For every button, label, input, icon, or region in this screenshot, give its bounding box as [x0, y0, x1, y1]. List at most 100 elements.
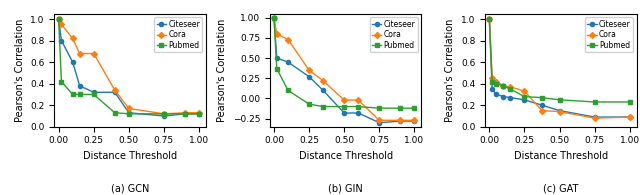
Cora [319, 80, 327, 82]
Pubmed [591, 101, 598, 103]
Pubmed [319, 105, 327, 108]
Cora [556, 111, 563, 113]
Cora [538, 109, 546, 112]
Pubmed [90, 93, 97, 96]
Cora [195, 112, 203, 114]
Pubmed [355, 105, 362, 108]
Citeseer [111, 91, 118, 93]
Pubmed [55, 18, 63, 20]
Citeseer [397, 120, 404, 122]
Cora [273, 33, 280, 35]
Citeseer [411, 120, 419, 122]
Citeseer [273, 57, 280, 59]
Pubmed [626, 101, 634, 103]
Citeseer [69, 61, 77, 63]
Legend: Citeseer, Cora, Pubmed: Citeseer, Cora, Pubmed [370, 18, 418, 52]
Pubmed [340, 105, 348, 108]
Citeseer [556, 109, 563, 112]
Cora [355, 99, 362, 101]
Pubmed [376, 107, 383, 109]
Line: Pubmed: Pubmed [487, 17, 632, 104]
Citeseer [507, 97, 515, 99]
Pubmed [556, 99, 563, 101]
Cora [488, 77, 496, 79]
Citeseer [520, 99, 528, 101]
Citeseer [340, 112, 348, 114]
Citeseer [355, 112, 362, 114]
Line: Cora: Cora [272, 16, 417, 122]
Cora [507, 86, 515, 88]
Line: Pubmed: Pubmed [56, 17, 201, 116]
X-axis label: Distance Threshold: Distance Threshold [298, 151, 393, 161]
Cora [626, 116, 634, 118]
Pubmed [273, 67, 280, 70]
Text: (b) GIN: (b) GIN [328, 183, 363, 193]
Citeseer [488, 88, 496, 90]
Pubmed [69, 93, 77, 96]
Citeseer [125, 112, 132, 114]
Citeseer [591, 116, 598, 118]
Line: Citeseer: Citeseer [272, 16, 417, 125]
Pubmed [284, 89, 292, 92]
Pubmed [493, 82, 500, 85]
Pubmed [270, 17, 278, 19]
Cora [69, 37, 77, 40]
Pubmed [160, 113, 168, 115]
Pubmed [181, 113, 189, 115]
Text: (a) GCN: (a) GCN [111, 183, 149, 193]
Pubmed [111, 112, 118, 114]
Citeseer [270, 17, 278, 19]
Y-axis label: Pearson's Correlation: Pearson's Correlation [15, 19, 25, 122]
Cora [160, 113, 168, 115]
X-axis label: Distance Threshold: Distance Threshold [83, 151, 177, 161]
Citeseer [55, 18, 63, 20]
Pubmed [486, 18, 493, 20]
Cora [411, 119, 419, 121]
Citeseer [626, 116, 634, 118]
Pubmed [488, 80, 496, 83]
Line: Cora: Cora [56, 17, 201, 116]
Cora [284, 38, 292, 41]
Citeseer [284, 61, 292, 63]
Text: (c) GAT: (c) GAT [543, 183, 579, 193]
Line: Citeseer: Citeseer [56, 17, 201, 118]
Cora [486, 18, 493, 20]
Line: Citeseer: Citeseer [487, 17, 632, 119]
Pubmed [76, 93, 83, 96]
Cora [520, 90, 528, 92]
Cora [376, 119, 383, 121]
Citeseer [305, 75, 313, 78]
Pubmed [125, 113, 132, 115]
Citeseer [486, 18, 493, 20]
Legend: Citeseer, Cora, Pubmed: Citeseer, Cora, Pubmed [585, 18, 633, 52]
Pubmed [397, 107, 404, 109]
Cora [55, 18, 63, 20]
Pubmed [520, 95, 528, 98]
Pubmed [538, 97, 546, 99]
Cora [181, 112, 189, 114]
Pubmed [500, 85, 508, 87]
Citeseer [160, 115, 168, 117]
Pubmed [411, 107, 419, 109]
Line: Cora: Cora [487, 17, 632, 120]
Cora [76, 52, 83, 55]
Citeseer [319, 89, 327, 92]
Y-axis label: Pearson's Correlation: Pearson's Correlation [445, 19, 456, 122]
Pubmed [58, 80, 65, 83]
Y-axis label: Pearson's Correlation: Pearson's Correlation [217, 19, 227, 122]
Citeseer [493, 93, 500, 96]
Citeseer [76, 85, 83, 87]
Pubmed [507, 88, 515, 90]
Citeseer [500, 95, 508, 98]
Cora [270, 17, 278, 19]
Line: Pubmed: Pubmed [272, 16, 417, 110]
Cora [90, 52, 97, 55]
Citeseer [195, 113, 203, 115]
Citeseer [181, 113, 189, 115]
X-axis label: Distance Threshold: Distance Threshold [514, 151, 608, 161]
Cora [111, 89, 118, 91]
Citeseer [376, 121, 383, 124]
Cora [58, 23, 65, 26]
Cora [340, 99, 348, 101]
Cora [125, 107, 132, 110]
